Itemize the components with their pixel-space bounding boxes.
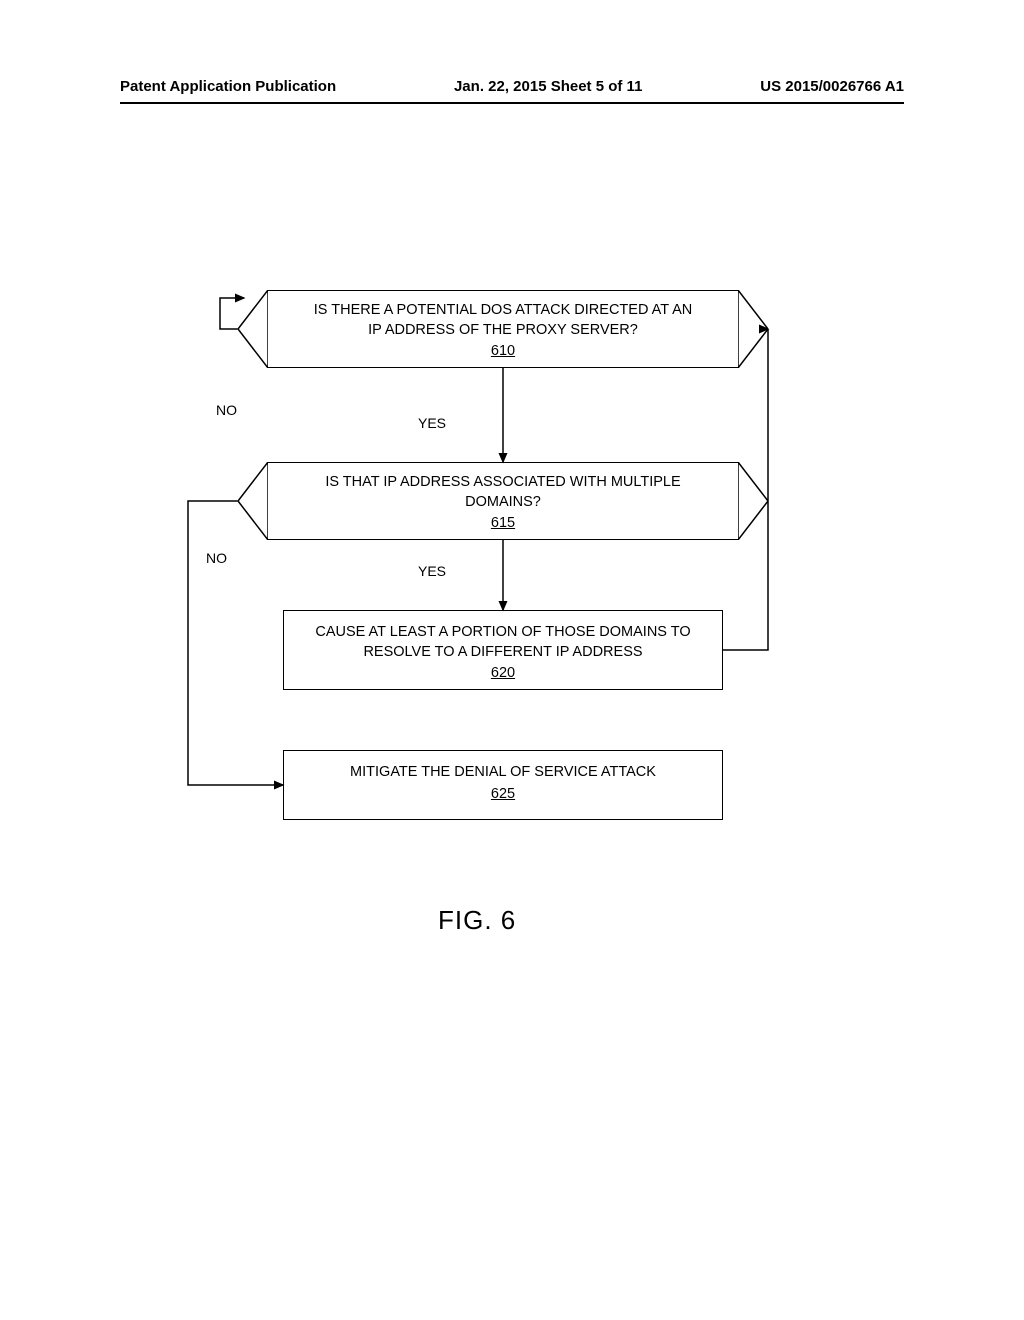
- figure-label: FIG. 6: [438, 905, 516, 936]
- header-left: Patent Application Publication: [120, 78, 336, 95]
- header-right: US 2015/0026766 A1: [760, 78, 904, 95]
- page-header: Patent Application Publication Jan. 22, …: [120, 78, 904, 95]
- header-center: Jan. 22, 2015 Sheet 5 of 11: [454, 78, 642, 95]
- header-rule: [120, 102, 904, 104]
- connectors: [0, 290, 1024, 990]
